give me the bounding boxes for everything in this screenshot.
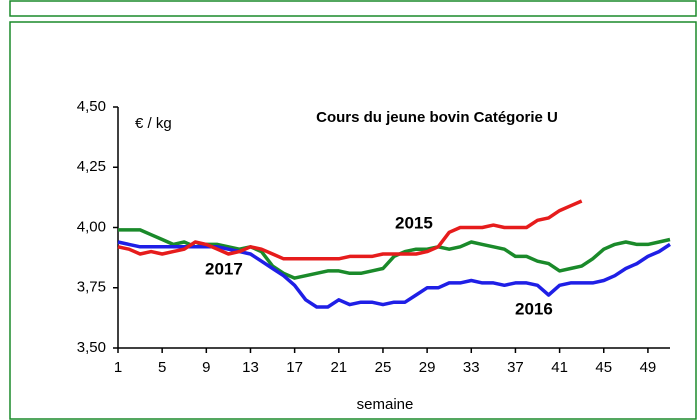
- series-line: [117, 199, 583, 261]
- x-tick-label: 9: [202, 359, 210, 376]
- series-line: [117, 240, 671, 309]
- chart-frame: [9, 21, 697, 420]
- y-axis-label: € / kg: [135, 115, 172, 132]
- y-tick-label: 3,50: [77, 339, 106, 356]
- x-tick-label: 45: [595, 359, 612, 376]
- y-tick-label: 4,00: [77, 218, 106, 235]
- top-frame: [9, 0, 697, 17]
- x-axis-label: semaine: [357, 396, 414, 413]
- x-tick-label: 41: [551, 359, 568, 376]
- x-tick-label: 29: [419, 359, 436, 376]
- series-label: 2017: [205, 259, 243, 278]
- chart-title: Cours du jeune bovin Catégorie U: [316, 109, 558, 126]
- x-tick-label: 5: [158, 359, 166, 376]
- y-tick-label: 4,25: [77, 158, 106, 175]
- x-tick-label: 25: [375, 359, 392, 376]
- x-tick-label: 49: [640, 359, 657, 376]
- x-tick-label: 21: [330, 359, 347, 376]
- x-tick-label: 17: [286, 359, 303, 376]
- series-label: 2015: [395, 213, 433, 232]
- x-tick-label: 33: [463, 359, 480, 376]
- series-label: 2016: [515, 299, 553, 318]
- y-tick-label: 4,50: [77, 98, 106, 115]
- x-tick-label: 1: [114, 359, 122, 376]
- y-tick-label: 3,75: [77, 279, 106, 296]
- x-tick-label: 13: [242, 359, 259, 376]
- x-tick-label: 37: [507, 359, 524, 376]
